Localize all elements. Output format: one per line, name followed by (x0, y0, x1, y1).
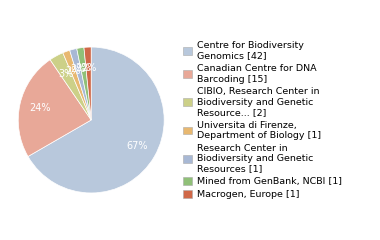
Text: 3%: 3% (59, 69, 74, 79)
Text: 67%: 67% (126, 141, 147, 151)
Text: 2%: 2% (65, 66, 81, 76)
Wedge shape (18, 60, 91, 156)
Text: 2%: 2% (71, 64, 86, 74)
Wedge shape (63, 50, 91, 120)
Wedge shape (70, 48, 91, 120)
Legend: Centre for Biodiversity
Genomics [42], Canadian Centre for DNA
Barcoding [15], C: Centre for Biodiversity Genomics [42], C… (183, 41, 342, 199)
Wedge shape (28, 47, 164, 193)
Text: 2%: 2% (76, 63, 91, 73)
Text: 2%: 2% (81, 63, 96, 72)
Wedge shape (77, 48, 91, 120)
Wedge shape (84, 47, 91, 120)
Text: 24%: 24% (29, 103, 51, 113)
Wedge shape (50, 53, 91, 120)
